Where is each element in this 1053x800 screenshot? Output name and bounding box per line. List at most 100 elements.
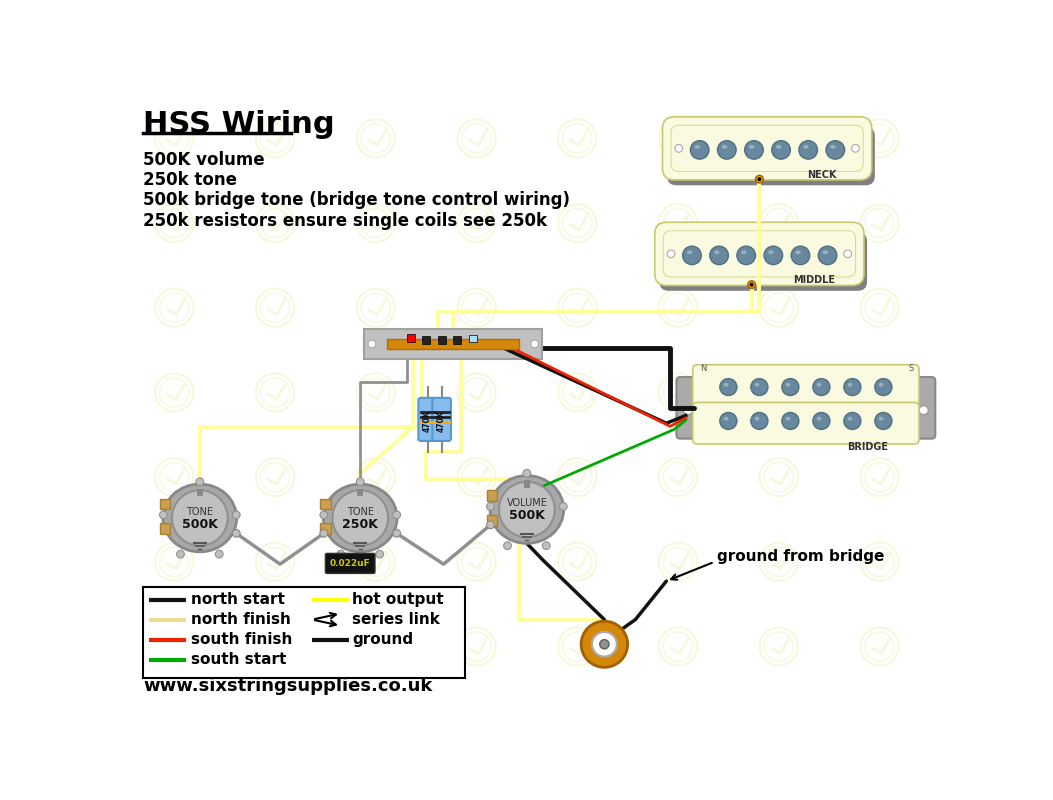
Ellipse shape	[795, 250, 801, 254]
Text: TONE: TONE	[186, 507, 214, 517]
Ellipse shape	[776, 145, 781, 149]
Bar	[320, 523, 331, 534]
Circle shape	[755, 175, 763, 183]
Circle shape	[376, 550, 383, 558]
Ellipse shape	[817, 383, 821, 386]
Text: 500k bridge tone (bridge tone control wiring): 500k bridge tone (bridge tone control wi…	[143, 191, 571, 210]
Circle shape	[744, 141, 763, 159]
Circle shape	[843, 378, 861, 395]
Text: NECK: NECK	[807, 170, 836, 180]
Bar	[523, 480, 530, 488]
Circle shape	[843, 250, 852, 258]
Text: BRIDGE: BRIDGE	[848, 442, 889, 453]
Circle shape	[337, 550, 344, 558]
Circle shape	[875, 378, 892, 395]
Circle shape	[523, 470, 531, 477]
Text: south start: south start	[192, 652, 286, 667]
Circle shape	[215, 550, 223, 558]
Circle shape	[367, 340, 376, 348]
FancyBboxPatch shape	[364, 330, 542, 358]
Circle shape	[499, 482, 555, 538]
Circle shape	[320, 530, 327, 538]
Ellipse shape	[721, 145, 728, 149]
Circle shape	[668, 250, 675, 258]
Ellipse shape	[741, 250, 747, 254]
FancyBboxPatch shape	[143, 587, 464, 678]
Text: TONE: TONE	[346, 507, 374, 517]
Ellipse shape	[695, 145, 700, 149]
Circle shape	[751, 413, 768, 430]
Circle shape	[875, 413, 892, 430]
Circle shape	[393, 530, 400, 538]
Circle shape	[531, 340, 538, 348]
Text: 470K: 470K	[423, 410, 432, 432]
Ellipse shape	[723, 383, 729, 386]
Bar	[320, 498, 331, 510]
Circle shape	[772, 141, 791, 159]
Text: ground: ground	[353, 632, 414, 647]
Circle shape	[486, 521, 494, 529]
Text: HSS Wiring: HSS Wiring	[143, 110, 335, 139]
Circle shape	[737, 246, 755, 265]
Circle shape	[799, 141, 817, 159]
Bar	[197, 489, 203, 496]
Ellipse shape	[848, 383, 852, 386]
Ellipse shape	[714, 250, 719, 254]
Circle shape	[720, 378, 737, 395]
Text: 500K volume: 500K volume	[143, 151, 265, 170]
Bar	[469, 334, 477, 342]
Text: series link: series link	[353, 612, 440, 627]
Circle shape	[683, 406, 693, 414]
Ellipse shape	[755, 383, 759, 386]
FancyBboxPatch shape	[668, 126, 875, 186]
Circle shape	[843, 413, 861, 430]
Ellipse shape	[786, 417, 791, 421]
Text: hot output: hot output	[353, 592, 444, 607]
Circle shape	[791, 246, 810, 265]
Text: MIDDLE: MIDDLE	[793, 275, 835, 286]
Ellipse shape	[830, 145, 836, 149]
Text: 500K: 500K	[182, 518, 218, 530]
Circle shape	[675, 145, 682, 152]
Bar	[422, 336, 430, 344]
FancyBboxPatch shape	[693, 402, 919, 444]
Circle shape	[813, 413, 830, 430]
FancyBboxPatch shape	[418, 398, 437, 441]
Text: south finish: south finish	[192, 632, 293, 647]
Circle shape	[393, 511, 400, 518]
Circle shape	[503, 542, 512, 550]
Ellipse shape	[723, 417, 729, 421]
Circle shape	[320, 511, 327, 518]
Circle shape	[600, 640, 609, 649]
Text: 250k tone: 250k tone	[143, 171, 237, 190]
FancyBboxPatch shape	[662, 117, 872, 180]
Ellipse shape	[749, 145, 754, 149]
Circle shape	[172, 490, 227, 546]
FancyBboxPatch shape	[655, 222, 865, 286]
Ellipse shape	[687, 250, 692, 254]
Ellipse shape	[878, 417, 883, 421]
FancyBboxPatch shape	[676, 377, 935, 438]
FancyBboxPatch shape	[325, 554, 375, 574]
FancyBboxPatch shape	[693, 365, 919, 406]
Circle shape	[177, 550, 184, 558]
Circle shape	[559, 502, 568, 510]
Ellipse shape	[822, 250, 828, 254]
Circle shape	[852, 145, 859, 152]
FancyBboxPatch shape	[671, 126, 863, 171]
Circle shape	[717, 141, 736, 159]
FancyBboxPatch shape	[663, 230, 855, 277]
Circle shape	[691, 141, 709, 159]
Circle shape	[356, 478, 364, 486]
Bar	[438, 336, 445, 344]
Circle shape	[751, 378, 768, 395]
Circle shape	[748, 281, 755, 289]
Text: N: N	[700, 364, 707, 373]
Text: north finish: north finish	[192, 612, 292, 627]
Ellipse shape	[878, 383, 883, 386]
Circle shape	[826, 141, 845, 159]
Ellipse shape	[755, 417, 759, 421]
Bar	[453, 336, 461, 344]
Bar	[159, 523, 171, 534]
Ellipse shape	[817, 417, 821, 421]
